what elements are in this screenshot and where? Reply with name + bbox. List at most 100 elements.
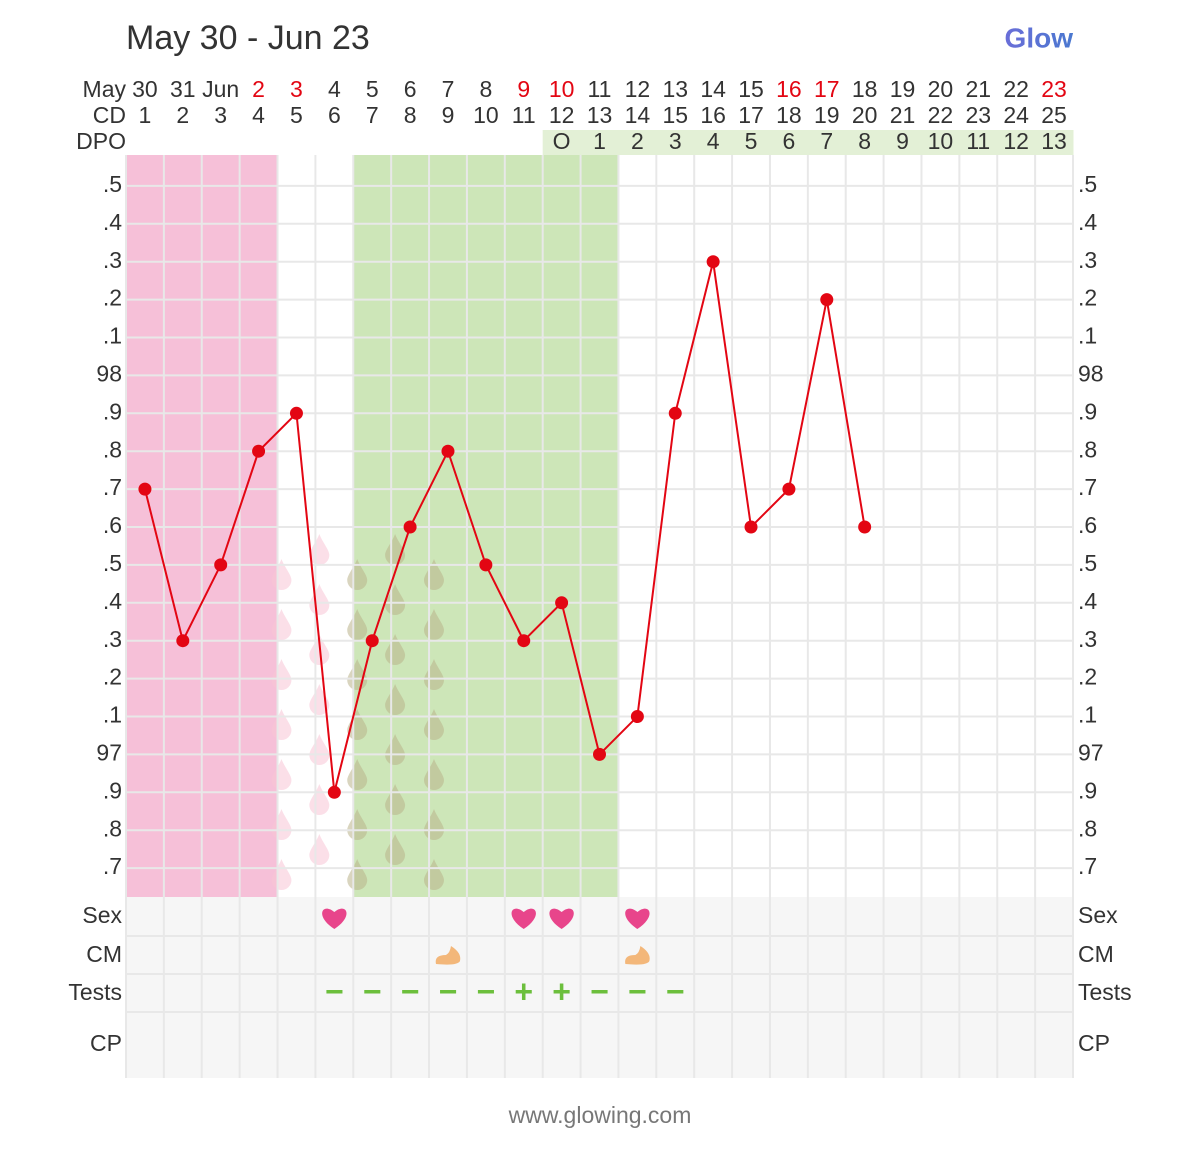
plot-area	[126, 155, 1073, 897]
date-label: 22	[1003, 76, 1029, 102]
y-tick-label-right: .7	[1078, 474, 1097, 500]
dpo-value: 8	[858, 128, 871, 154]
plot-layer: .7.7.8.8.9.997 97.1.1.2.2.3.3.4.4.5.5.6.6…	[68, 76, 1132, 1078]
y-tick-label-right: 98	[1078, 360, 1104, 386]
temperature-point	[403, 520, 417, 534]
temperature-point	[327, 785, 341, 799]
temperature-point	[744, 520, 758, 534]
dpo-value: 13	[1041, 128, 1067, 154]
temperature-point	[176, 634, 190, 648]
y-tick-label: .1	[103, 323, 122, 349]
dpo-band	[618, 130, 657, 155]
date-label: 11	[588, 76, 612, 102]
dpo-value: 11	[966, 128, 990, 154]
droplet	[309, 584, 330, 615]
temperature-point	[782, 482, 796, 496]
dpo-value: 5	[745, 128, 758, 154]
droplet	[271, 609, 292, 640]
cd-value: 18	[776, 102, 802, 128]
droplet	[309, 684, 330, 715]
date-label: 15	[738, 76, 764, 102]
y-tick-label-right: .3	[1078, 626, 1097, 652]
row-label: CP	[90, 1030, 122, 1056]
row-label-right: CM	[1078, 941, 1114, 967]
droplet	[385, 834, 406, 865]
temperature-point	[214, 558, 228, 572]
dpo-band	[997, 130, 1036, 155]
cd-value: 12	[549, 102, 575, 128]
test-result: −	[666, 973, 685, 1009]
y-tick-label: .6	[103, 512, 122, 538]
dpo-band	[845, 130, 885, 155]
droplet	[347, 859, 368, 890]
rows-background	[126, 897, 1073, 1078]
droplet	[385, 684, 406, 715]
droplet	[309, 534, 330, 565]
cd-label: CD	[93, 102, 126, 128]
y-tick-label: .7	[103, 853, 122, 879]
dpo-band	[959, 130, 998, 155]
date-label: 12	[625, 76, 651, 102]
y-tick-label: .4	[103, 588, 122, 614]
droplet	[385, 584, 406, 615]
cd-value: 16	[700, 102, 726, 128]
y-tick-label: .9	[103, 777, 122, 803]
droplet	[309, 834, 330, 865]
droplet	[271, 759, 292, 790]
dpo-value: 3	[669, 128, 682, 154]
temperature-point	[593, 747, 606, 761]
date-label: 17	[814, 76, 840, 102]
date-label: 21	[966, 76, 992, 102]
y-tick-label: 97	[96, 739, 122, 765]
cd-value: 8	[404, 102, 417, 128]
date-label: 8	[479, 76, 492, 102]
cd-value: 10	[473, 102, 499, 128]
y-tick-label-right: .8	[1078, 436, 1097, 462]
y-tick-label-right: .1	[1078, 323, 1097, 349]
date-label: 31	[170, 76, 196, 102]
date-label: 20	[928, 76, 954, 102]
cd-value: 11	[512, 102, 536, 128]
source: www.glowing.com	[508, 1102, 692, 1128]
dpo-value: 4	[707, 128, 720, 154]
cd-value: 2	[176, 102, 189, 128]
temperature-line	[143, 261, 866, 793]
cd-value: 13	[587, 102, 613, 128]
y-tick-label: .4	[103, 209, 122, 235]
cd-value: 20	[852, 102, 878, 128]
temperature-point	[517, 634, 531, 648]
droplet	[347, 559, 368, 590]
test-result: −	[590, 973, 609, 1009]
cd-value: 23	[966, 102, 992, 128]
date-label: 2	[252, 76, 265, 102]
cd-value: 1	[139, 102, 152, 128]
cd-value: 24	[1003, 102, 1029, 128]
droplet	[271, 709, 292, 740]
y-tick-label-right: 97	[1078, 739, 1104, 765]
date-label: 30	[132, 76, 158, 102]
dpo-value: 10	[928, 128, 954, 154]
cd-value: 5	[290, 102, 303, 128]
dpo-band	[1035, 130, 1074, 155]
y-tick-label-right: .8	[1078, 815, 1097, 841]
month-label: May	[83, 76, 127, 102]
droplet	[347, 759, 368, 790]
date-label: Jun	[202, 76, 239, 102]
y-tick-label-right: .5	[1078, 171, 1097, 197]
cd-value: 17	[738, 102, 764, 128]
dpo-band	[732, 130, 771, 155]
date-label: 14	[700, 76, 726, 102]
temperature-point	[706, 255, 720, 269]
droplet	[271, 809, 292, 840]
dpo-label: DPO	[76, 128, 126, 154]
y-tick-label: .3	[103, 626, 122, 652]
droplet	[347, 809, 368, 840]
cd-value: 9	[442, 102, 455, 128]
dpo-band	[542, 130, 582, 155]
date-label: 5	[366, 76, 379, 102]
test-result: −	[477, 973, 496, 1009]
date-label: 18	[852, 76, 878, 102]
dpo-value: 6	[783, 128, 796, 154]
y-tick-label-right: .9	[1078, 777, 1097, 803]
y-tick-label: .1	[103, 702, 122, 728]
